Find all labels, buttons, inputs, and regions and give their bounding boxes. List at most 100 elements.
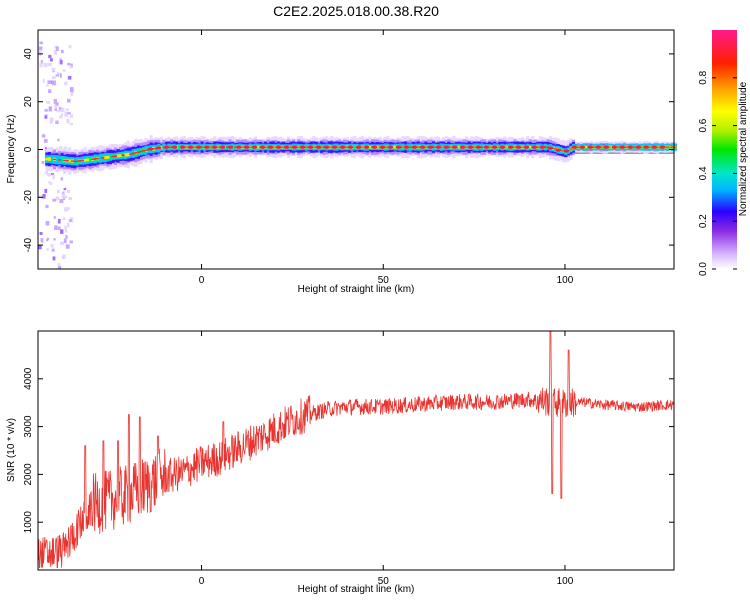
spectrogram-noise-cell (65, 234, 68, 239)
spectrogram-noise-cell (70, 88, 73, 91)
spectrogram-noise-cell (59, 73, 62, 78)
spectrogram-cell (169, 146, 174, 148)
spectrogram-cell (200, 146, 204, 148)
spectrogram-peak (499, 145, 506, 149)
spectrogram-peak (547, 146, 554, 150)
spectrogram-cell (569, 148, 573, 150)
spectrogram-noise-cell (61, 113, 64, 116)
spectrogram-noise-cell (56, 109, 61, 113)
spectrogram-y-tick-label: 20 (23, 96, 34, 108)
snr-x-tick-label: 50 (378, 576, 390, 587)
spectrogram-noise-cell (38, 46, 43, 50)
spectrogram-noise-cell (59, 241, 64, 245)
spectrogram-cell (111, 155, 115, 158)
snr-x-tick-label: 0 (199, 576, 205, 587)
spectrogram-noise-cell (69, 240, 73, 244)
spectrogram-cell (98, 153, 102, 163)
spectrogram-peak (483, 145, 490, 149)
spectrogram-cell (409, 146, 413, 148)
spectrogram-peak (283, 145, 290, 149)
spectrogram-peak (259, 145, 266, 149)
spectrogram-noise-cell (43, 62, 48, 68)
spectrogram-noise-cell (52, 80, 56, 86)
spectrogram-noise-cell (67, 98, 71, 103)
spectrogram-noise-cell (67, 62, 71, 66)
snr-y-label: SNR (10 * v/v) (6, 418, 17, 482)
spectrogram-cell (65, 159, 69, 162)
spectrogram-noise-cell (59, 115, 63, 119)
spectrogram-cell (141, 150, 146, 152)
spectrogram-noise-cell (60, 229, 64, 234)
spectrogram-panel: 0 50 100 -40 -20 0 20 40 Height of straight lin… (6, 29, 677, 295)
spectrogram-noise-cell (59, 199, 64, 204)
spectrogram-noise-cell (39, 41, 44, 45)
spectrogram-noise-cell (52, 198, 57, 202)
spectrogram-cell (80, 159, 85, 162)
spectrogram-peak (619, 145, 626, 149)
spectrogram-cell (192, 146, 196, 148)
spectrogram-noise-cell (48, 54, 52, 59)
spectrogram-noise-cell (69, 66, 73, 69)
spectrogram-noise-cell (64, 207, 68, 212)
spectrogram-peak (451, 145, 458, 149)
spectrogram-cell (465, 146, 469, 148)
spectrogram-cell (554, 148, 558, 150)
spectrogram-cell (108, 154, 113, 160)
spectrogram-noise-cell (48, 89, 52, 93)
spectrogram-cell (528, 145, 532, 149)
spectrogram-peak (539, 145, 546, 149)
spectrogram-noise-cell (38, 48, 42, 54)
spectrogram-peak (355, 145, 362, 149)
spectrogram-cell (131, 152, 135, 155)
spectrogram-peak (603, 145, 610, 149)
spectrogram-cell (264, 146, 268, 148)
spectrogram-noise-cell (53, 216, 56, 219)
spectrogram-cell (375, 145, 380, 149)
spectrogram-noise-cell (68, 45, 72, 49)
spectrogram-y-label: Frequency (Hz) (6, 115, 17, 184)
spectrogram-cell (126, 152, 130, 157)
spectrogram-noise-cell (54, 105, 57, 109)
spectrogram-noise-cell (67, 112, 71, 115)
spectrogram-peak (563, 149, 570, 153)
spectrogram-noise-cell (52, 256, 56, 261)
colorbar-tick-label: 0.6 (698, 118, 709, 132)
spectrogram-peak (595, 145, 602, 149)
spectrogram-noise-cell (60, 60, 63, 65)
spectrogram-noise-cell (51, 76, 56, 79)
snr-ticks: 0 50 100 1000 2000 3000 4000 (23, 331, 674, 587)
spectrogram-noise-cell (38, 245, 42, 250)
spectrogram-noise-cell (55, 74, 60, 77)
spectrogram-cell (93, 158, 97, 160)
spectrogram-noise-cell (63, 195, 67, 199)
spectrogram-peak (195, 145, 202, 149)
spectrogram-cell (668, 146, 672, 148)
spectrogram-noise-cell (50, 58, 53, 62)
spectrogram-noise-cell (60, 107, 65, 113)
spectrogram-cell (536, 146, 540, 148)
spectrogram-cell (129, 153, 133, 155)
spectrogram-noise-cell (47, 80, 52, 84)
spectrogram-peak (291, 145, 298, 149)
spectrogram-noise-cell (61, 193, 66, 199)
spectrogram-ticks: 0 50 100 -40 -20 0 20 40 (23, 30, 674, 286)
spectrogram-cell (101, 157, 105, 159)
spectrogram-x-tick-label: 0 (199, 275, 205, 286)
spectrogram-cell (47, 157, 51, 161)
spectrogram-peak (299, 145, 306, 149)
colorbar-tick-label: 0.2 (698, 214, 709, 228)
spectrogram-cell (640, 146, 644, 148)
spectrogram-noise-cell (42, 193, 46, 199)
spectrogram-noise-cell (60, 177, 64, 181)
spectrogram-noise-cell (49, 120, 53, 124)
spectrogram-cell (121, 154, 125, 157)
spectrogram-cell (248, 146, 252, 148)
spectrogram-noise-cell (63, 238, 67, 244)
spectrogram-cell (576, 146, 581, 148)
spectrogram-peak (163, 145, 170, 149)
spectrogram-noise-cell (57, 265, 62, 269)
spectrogram-peak (275, 145, 282, 149)
snr-x-tick-label: 100 (557, 576, 574, 587)
spectrogram-peak (467, 145, 474, 149)
